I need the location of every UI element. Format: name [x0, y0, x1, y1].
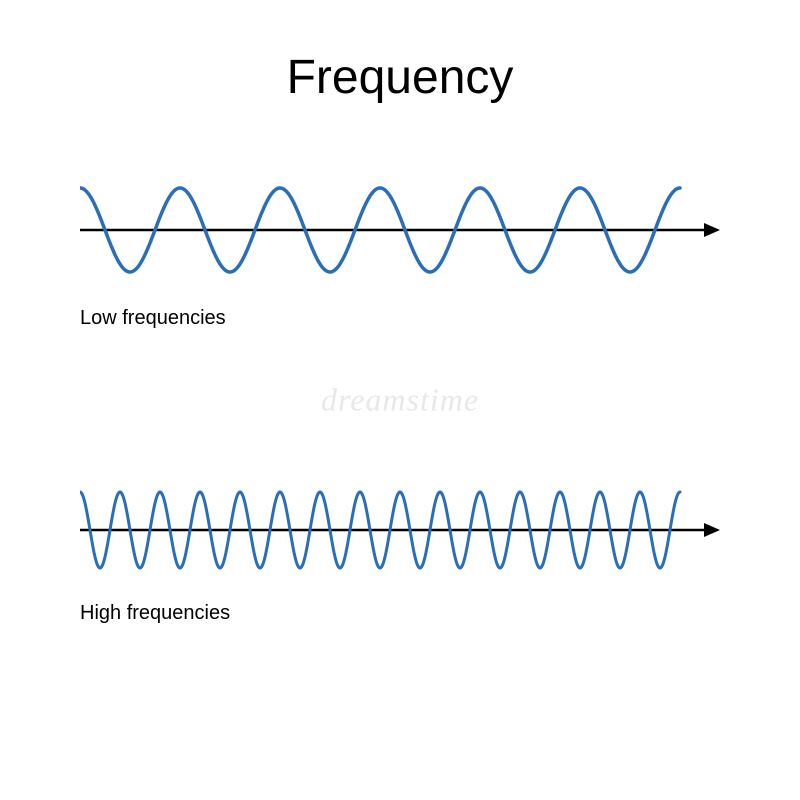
- high-frequency-wave-svg: [80, 470, 720, 590]
- low-frequency-section: Low frequencies: [80, 165, 720, 330]
- page-title: Frequency: [80, 50, 720, 105]
- low-frequency-wave-svg: [80, 165, 720, 295]
- high-frequency-section: High frequencies: [80, 470, 720, 625]
- high-frequency-label: High frequencies: [80, 602, 720, 625]
- low-frequency-label: Low frequencies: [80, 307, 720, 330]
